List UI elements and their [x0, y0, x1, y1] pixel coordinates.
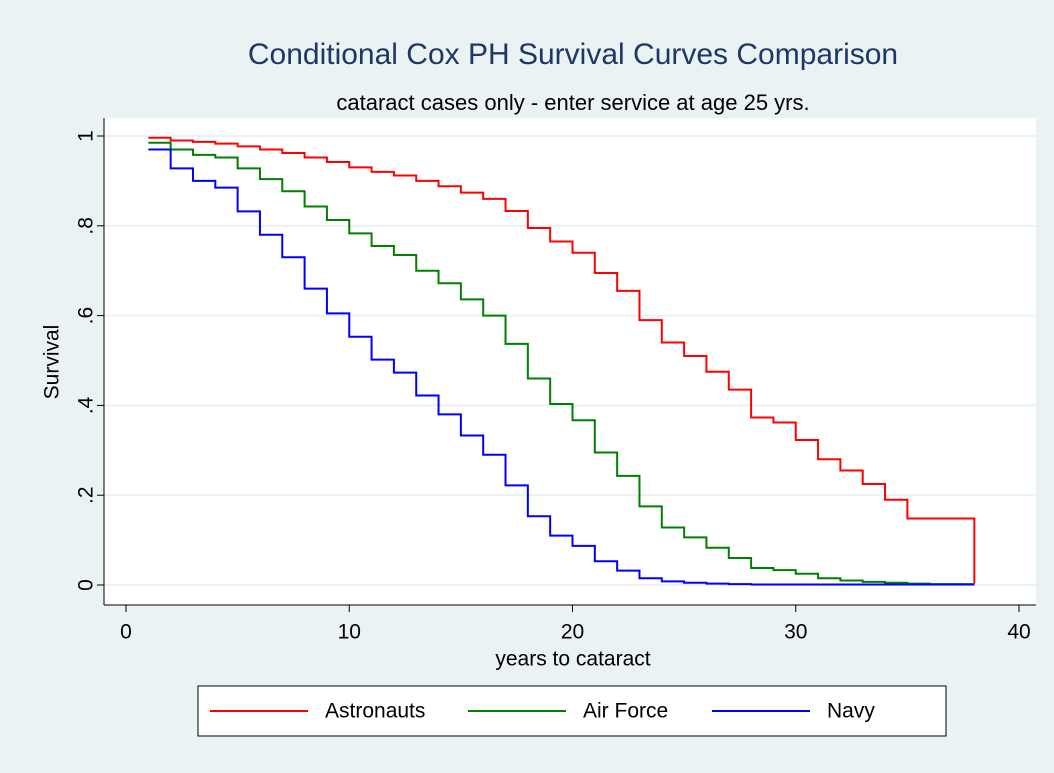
chart-subtitle: cataract cases only - enter service at a… [336, 90, 809, 115]
x-tick-label: 30 [784, 621, 807, 644]
y-tick-label: .8 [75, 217, 98, 235]
survival-line [148, 136, 976, 584]
survival-line [148, 141, 975, 586]
plot-area [104, 118, 1036, 605]
chart-title: Conditional Cox PH Survival Curves Compa… [248, 38, 898, 71]
y-tick-label: 1 [75, 130, 98, 142]
legend-box [197, 685, 947, 737]
y-tick-label: .4 [75, 396, 98, 414]
legend-label: Air Force [583, 700, 668, 723]
x-tick-label: 20 [561, 621, 584, 644]
y-tick-label: 0 [75, 579, 98, 591]
y-axis-label: Survival [41, 325, 64, 400]
legend-label: Astronauts [325, 700, 425, 723]
x-axis-label: years to cataract [495, 648, 650, 671]
survival-line [148, 148, 975, 586]
x-tick-label: 0 [120, 621, 132, 644]
legend-label: Navy [827, 700, 875, 723]
x-tick-label: 10 [338, 621, 361, 644]
y-tick-label: .2 [75, 486, 98, 504]
y-tick-label: .6 [75, 307, 98, 325]
x-tick-label: 40 [1007, 621, 1030, 644]
